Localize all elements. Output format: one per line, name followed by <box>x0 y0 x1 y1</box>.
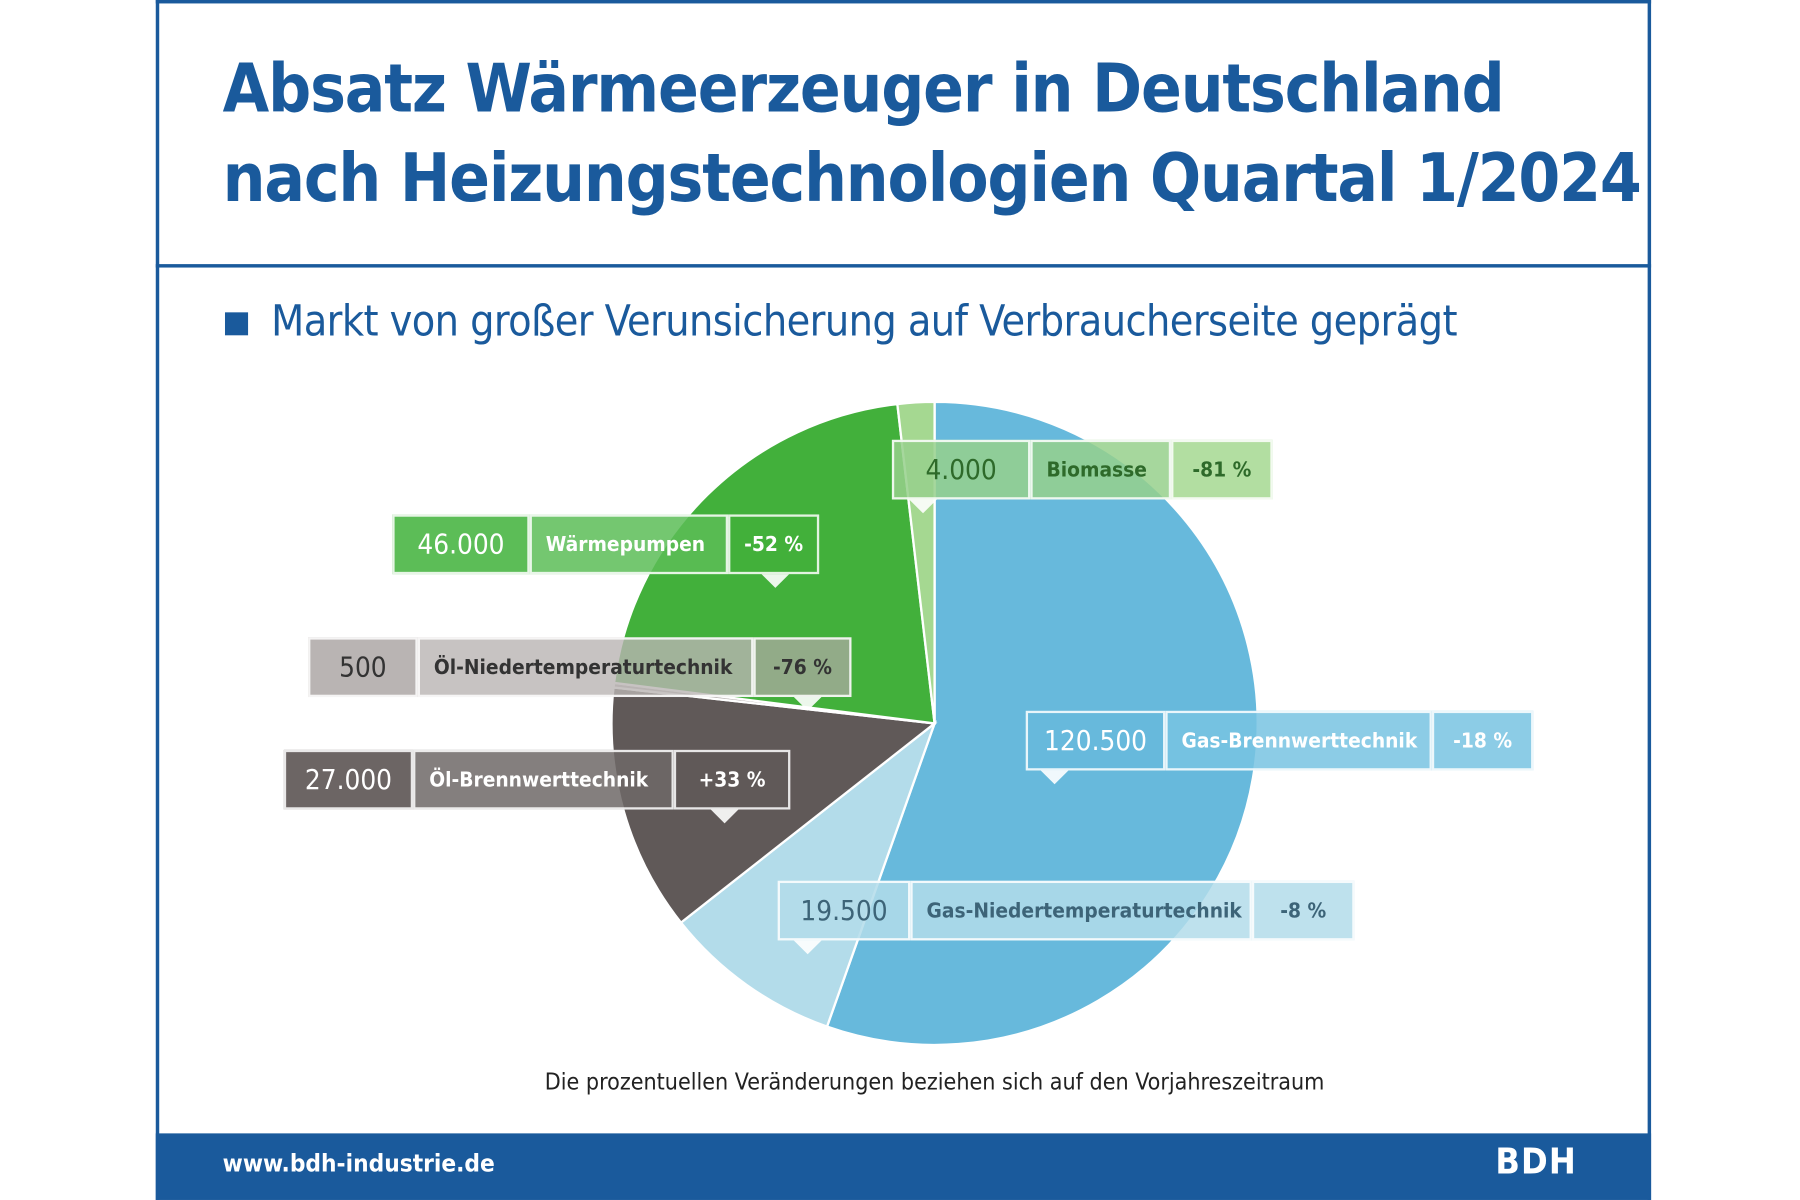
value-label: 500 <box>308 637 418 698</box>
frame <box>155 0 1652 1200</box>
label-pointer <box>793 697 822 711</box>
title-line-2: nach Heizungstechnologien Quartal 1/2024 <box>222 138 1642 218</box>
value-label: 46.000 <box>392 514 530 575</box>
label-pointer <box>710 809 739 824</box>
category-label: Öl-Niedertemperaturtechnik <box>417 637 754 698</box>
bdh-logo: BDH <box>1495 1141 1577 1183</box>
change-label: -81 % <box>1171 439 1273 500</box>
data-label-2: 27.000 Öl-Brennwerttechnik +33 % <box>283 749 791 810</box>
website-link[interactable]: www.bdh-industrie.de <box>222 1149 495 1178</box>
data-label-1: 19.500 Gas-Niedertemperaturtechnik -8 % <box>777 880 1355 941</box>
label-pointer <box>793 940 822 955</box>
page-title: Absatz Wärmeerzeuger in Deutschland nach… <box>222 44 1642 223</box>
change-label: -52 % <box>728 514 820 575</box>
change-label: -18 % <box>1431 710 1534 771</box>
label-pointer <box>761 574 790 588</box>
label-pointer <box>1040 770 1069 785</box>
value-label: 120.500 <box>1025 710 1166 771</box>
subtitle: Markt von großer Verunsicherung auf Verb… <box>224 296 1458 346</box>
category-label: Gas-Brennwerttechnik <box>1165 710 1432 771</box>
data-label-5: 4.000 Biomasse -81 % <box>891 439 1273 500</box>
change-label: +33 % <box>673 749 791 810</box>
value-label: 27.000 <box>283 749 414 810</box>
change-label: -8 % <box>1251 880 1355 941</box>
value-label: 19.500 <box>777 880 911 941</box>
category-label: Gas-Niedertemperaturtechnik <box>910 880 1252 941</box>
category-label: Öl-Brennwerttechnik <box>413 749 674 810</box>
change-label: -76 % <box>753 637 852 698</box>
square-bullet-icon <box>224 311 249 335</box>
label-pointer <box>909 499 937 514</box>
data-label-3: 500 Öl-Niedertemperaturtechnik -76 % <box>308 637 852 698</box>
footnote: Die prozentuellen Veränderungen beziehen… <box>544 1067 1325 1096</box>
category-label: Biomasse <box>1030 439 1172 500</box>
title-line-1: Absatz Wärmeerzeuger in Deutschland <box>222 49 1505 128</box>
subtitle-text: Markt von großer Verunsicherung auf Verb… <box>271 296 1457 346</box>
data-label-0: 120.500 Gas-Brennwerttechnik -18 % <box>1025 710 1534 771</box>
pie-slice-1 <box>679 720 937 1029</box>
divider <box>155 264 1652 268</box>
footer-bar <box>155 1133 1652 1200</box>
category-label: Wärmepumpen <box>529 514 729 575</box>
value-label: 4.000 <box>891 439 1031 500</box>
data-label-4: 46.000 Wärmepumpen -52 % <box>392 514 820 575</box>
